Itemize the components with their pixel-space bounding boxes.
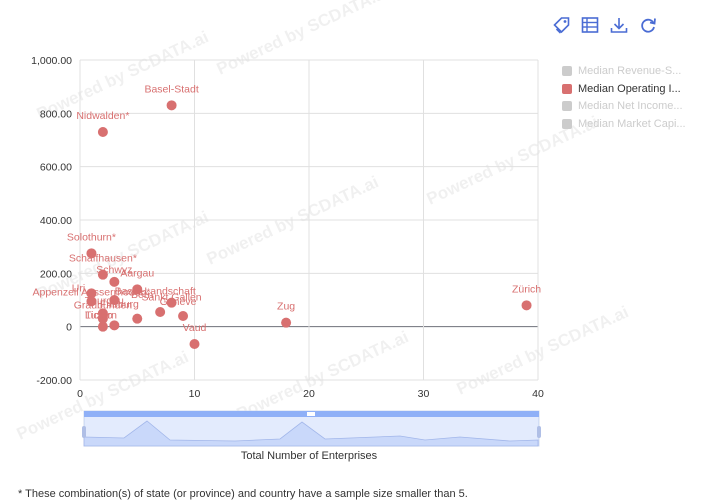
y-tick-label: -200.00	[36, 375, 72, 387]
scatter-point[interactable]	[166, 100, 177, 111]
x-tick-label: 10	[189, 388, 201, 400]
zoom-preview-area	[83, 420, 539, 447]
scatter-point[interactable]	[189, 339, 200, 349]
point-label: Zug	[277, 301, 295, 313]
scatter-point[interactable]	[97, 269, 108, 280]
y-tick-label: 200.00	[40, 268, 72, 280]
scatter-series: Basel-Stadt Nidwalden* Solothurn* Schaffhau…	[32, 83, 541, 349]
legend-swatch	[562, 101, 572, 112]
refresh-icon[interactable]	[637, 15, 659, 35]
scatter-point[interactable]	[521, 300, 532, 311]
point-label: Ticino	[85, 310, 113, 322]
y-tick-label: 0	[66, 322, 72, 334]
watermark-text: Powered by SCDATA.ai	[234, 327, 412, 423]
y-tick-label: 800.00	[40, 108, 72, 120]
x-tick-label: 0	[77, 388, 83, 400]
legend-label: Median Net Income...	[578, 100, 683, 113]
watermark-text: Powered by SCDATA.ai	[454, 302, 632, 398]
point-label: Solothurn*	[67, 231, 116, 243]
x-tick-label: 20	[303, 388, 315, 400]
footnote: * These combination(s) of state (or prov…	[18, 488, 468, 500]
point-label: Vaud	[183, 322, 207, 334]
x-tick-label: 40	[532, 388, 544, 400]
scatter-point[interactable]	[166, 297, 177, 308]
scatter-point[interactable]	[97, 313, 108, 324]
point-label: Luzern	[85, 309, 117, 321]
data-zoom-slider[interactable]	[82, 410, 541, 447]
scatter-point[interactable]	[178, 311, 189, 321]
point-label: Nidwalden*	[76, 110, 129, 122]
x-tick-label: 30	[418, 388, 430, 400]
y-tick-label: 400.00	[40, 215, 72, 227]
zoom-handle-left[interactable]	[82, 426, 86, 438]
y-tick-label: 1,000.00	[31, 55, 72, 67]
point-label: Thurgau	[85, 295, 124, 307]
legend-swatch	[562, 118, 572, 129]
zoom-handle-right[interactable]	[537, 426, 541, 438]
legend-item[interactable]: Median Market Capi...	[562, 115, 686, 133]
scatter-point[interactable]	[86, 248, 97, 259]
legend-swatch	[562, 83, 572, 94]
scatter-point[interactable]	[155, 307, 166, 317]
watermark-text: Powered by SCDATA.ai	[214, 0, 392, 79]
point-label: Zürich	[512, 283, 541, 295]
data-view-icon[interactable]	[579, 15, 601, 35]
point-label: Uri	[72, 282, 85, 294]
legend: Median Revenue-S... Median Operating I...…	[562, 62, 686, 133]
point-label: Schaffhausen*	[69, 253, 137, 265]
download-icon[interactable]	[608, 15, 630, 35]
watermark: Powered by SCDATA.ai Powered by SCDATA.ai…	[14, 0, 632, 444]
point-label: Fribourg	[100, 298, 139, 310]
legend-label: Median Revenue-S...	[578, 64, 682, 77]
scatter-point[interactable]	[281, 317, 292, 328]
point-label: Bern	[131, 289, 153, 301]
legend-label: Median Operating I...	[578, 82, 681, 95]
x-axis-title: Total Number of Enterprises	[241, 450, 378, 462]
scatter-point[interactable]	[86, 296, 97, 307]
point-label: Genève	[160, 296, 197, 308]
tag-icon[interactable]	[550, 15, 572, 35]
point-label: Graubünden	[74, 300, 133, 312]
legend-item[interactable]: Median Operating I...	[562, 80, 686, 98]
zoom-selected-range[interactable]	[84, 417, 539, 446]
scatter-point[interactable]	[109, 276, 120, 287]
scatter-point[interactable]	[132, 284, 143, 295]
point-label: Aargau	[120, 267, 154, 279]
scatter-point[interactable]	[132, 313, 143, 324]
point-label: Appenzell Ausserrhoden*	[32, 286, 150, 298]
scatter-point[interactable]	[86, 288, 97, 299]
legend-swatch	[562, 65, 572, 76]
scatter-point[interactable]	[109, 295, 120, 305]
toolbox	[550, 15, 659, 35]
point-label: Schwyz	[96, 264, 132, 276]
scatter-point[interactable]	[97, 321, 108, 332]
scatter-point[interactable]	[109, 320, 120, 331]
legend-label: Median Market Capi...	[578, 117, 686, 130]
scatter-point[interactable]	[97, 127, 108, 137]
point-label: Basel-Stadt	[144, 83, 198, 95]
point-label: Sankt Gallen	[142, 292, 202, 304]
legend-item[interactable]: Median Revenue-S...	[562, 62, 686, 80]
zoom-grip[interactable]	[307, 412, 315, 416]
point-label: Basel-Landschaft	[115, 286, 196, 298]
legend-item[interactable]: Median Net Income...	[562, 97, 686, 115]
y-tick-label: 600.00	[40, 162, 72, 174]
